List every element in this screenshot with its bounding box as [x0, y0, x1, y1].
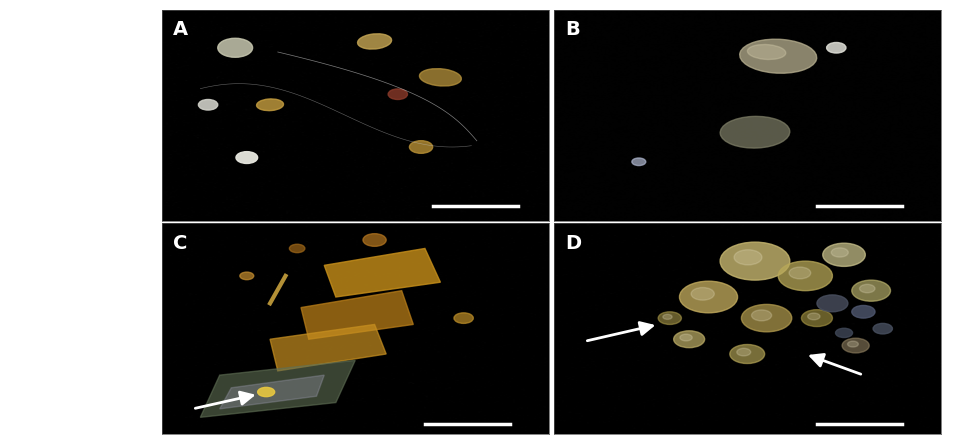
Polygon shape	[301, 291, 413, 339]
Circle shape	[850, 280, 890, 301]
Circle shape	[801, 309, 831, 326]
Circle shape	[858, 284, 875, 293]
Circle shape	[822, 243, 865, 266]
Ellipse shape	[747, 44, 785, 59]
Circle shape	[729, 345, 764, 364]
Text: B: B	[565, 20, 579, 40]
Circle shape	[816, 295, 847, 312]
Text: D: D	[565, 234, 580, 253]
Polygon shape	[200, 361, 355, 417]
Ellipse shape	[419, 69, 461, 86]
Circle shape	[807, 313, 819, 320]
Polygon shape	[324, 249, 440, 297]
Polygon shape	[219, 375, 324, 409]
Circle shape	[751, 310, 771, 321]
Circle shape	[362, 234, 385, 246]
Text: C: C	[173, 234, 187, 253]
Circle shape	[873, 323, 892, 334]
Ellipse shape	[357, 34, 391, 49]
Text: A: A	[173, 20, 188, 40]
Circle shape	[217, 38, 253, 57]
Circle shape	[289, 244, 305, 253]
Circle shape	[235, 152, 258, 163]
Circle shape	[835, 328, 851, 337]
Circle shape	[631, 158, 645, 166]
Circle shape	[673, 331, 703, 348]
Circle shape	[720, 242, 789, 280]
Circle shape	[662, 314, 672, 319]
Circle shape	[678, 281, 737, 313]
Circle shape	[258, 387, 275, 396]
Circle shape	[830, 248, 848, 257]
Circle shape	[841, 338, 869, 353]
Circle shape	[387, 89, 407, 99]
Ellipse shape	[720, 116, 789, 148]
Circle shape	[788, 267, 810, 279]
Circle shape	[825, 43, 845, 53]
Circle shape	[741, 305, 791, 332]
Circle shape	[409, 141, 432, 153]
Circle shape	[847, 341, 857, 347]
Circle shape	[733, 250, 761, 265]
Circle shape	[736, 348, 750, 356]
Circle shape	[657, 312, 680, 325]
Circle shape	[850, 305, 875, 318]
Ellipse shape	[257, 99, 283, 111]
Circle shape	[690, 288, 714, 300]
Polygon shape	[270, 325, 385, 371]
Circle shape	[454, 313, 473, 323]
Circle shape	[777, 261, 831, 291]
Circle shape	[198, 99, 217, 110]
Circle shape	[239, 272, 254, 280]
Ellipse shape	[739, 39, 816, 73]
Circle shape	[679, 334, 692, 341]
